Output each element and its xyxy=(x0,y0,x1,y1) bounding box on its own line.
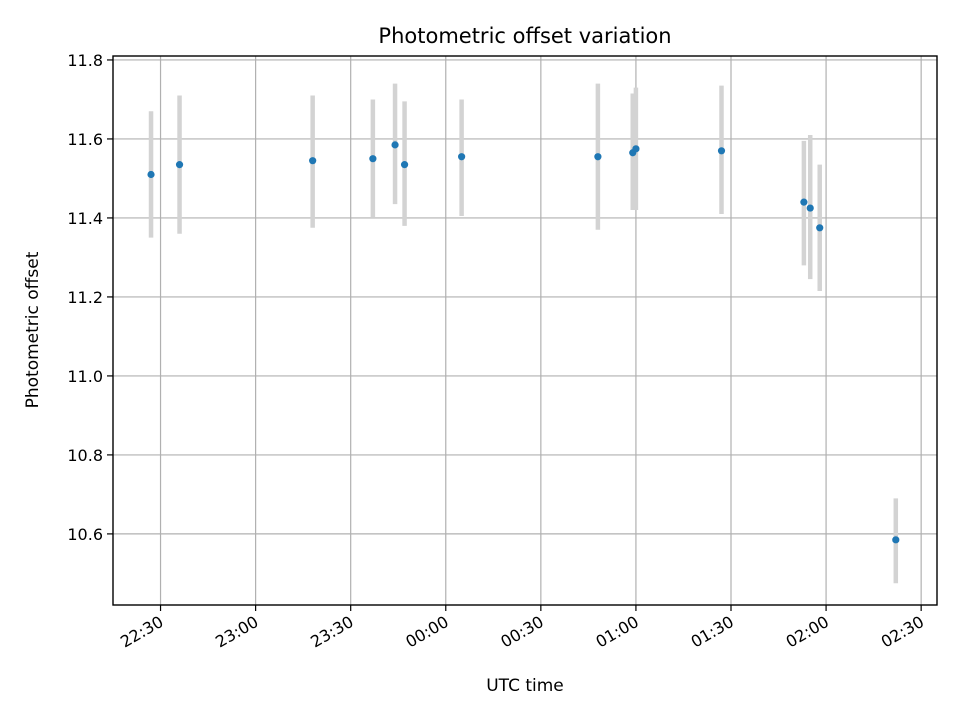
x-tick-label: 22:30 xyxy=(117,612,166,652)
x-tick-label: 02:30 xyxy=(878,612,927,652)
data-point xyxy=(175,161,184,169)
data-point xyxy=(816,224,824,232)
y-tick-label: 11.0 xyxy=(67,367,103,386)
x-tick-label: 23:30 xyxy=(307,612,356,652)
data-point xyxy=(594,153,602,161)
data-point xyxy=(892,536,900,544)
plot-frame xyxy=(112,55,938,606)
x-tick-label: 00:00 xyxy=(402,612,451,652)
data-point xyxy=(806,204,814,212)
x-tick-label: 00:30 xyxy=(497,612,546,652)
chart-title: Photometric offset variation xyxy=(378,24,671,48)
y-axis-label: Photometric offset xyxy=(23,251,43,408)
y-tick-label: 11.8 xyxy=(67,51,103,70)
y-tick-label: 11.6 xyxy=(67,130,103,149)
y-tick-label: 10.6 xyxy=(67,525,103,544)
y-axis-ticks: 10.6 10.8 11.0 11.2 11.4 11.6 11.8 xyxy=(67,51,113,544)
data-point xyxy=(147,170,155,179)
data-point xyxy=(309,157,317,165)
y-tick-label: 10.8 xyxy=(67,446,103,465)
data-point xyxy=(391,141,399,149)
y-tick-label: 11.2 xyxy=(67,288,103,307)
data-point xyxy=(717,147,726,155)
x-axis-ticks: 22:30 23:00 23:30 00:00 00:30 01:00 01:30 02:00… xyxy=(117,605,927,652)
data-points xyxy=(147,141,900,544)
y-tick-label: 11.4 xyxy=(67,209,103,228)
data-point xyxy=(632,145,640,153)
x-tick-label: 23:00 xyxy=(212,612,261,652)
data-point xyxy=(800,198,808,206)
x-tick-label: 02:00 xyxy=(783,612,832,652)
data-point xyxy=(458,153,466,161)
data-point xyxy=(369,155,377,163)
x-axis-label: UTC time xyxy=(486,676,564,696)
x-tick-label: 01:30 xyxy=(688,612,737,652)
error-bars xyxy=(148,83,899,584)
grid xyxy=(113,56,937,605)
data-point xyxy=(400,161,409,169)
x-tick-label: 01:00 xyxy=(592,612,641,652)
